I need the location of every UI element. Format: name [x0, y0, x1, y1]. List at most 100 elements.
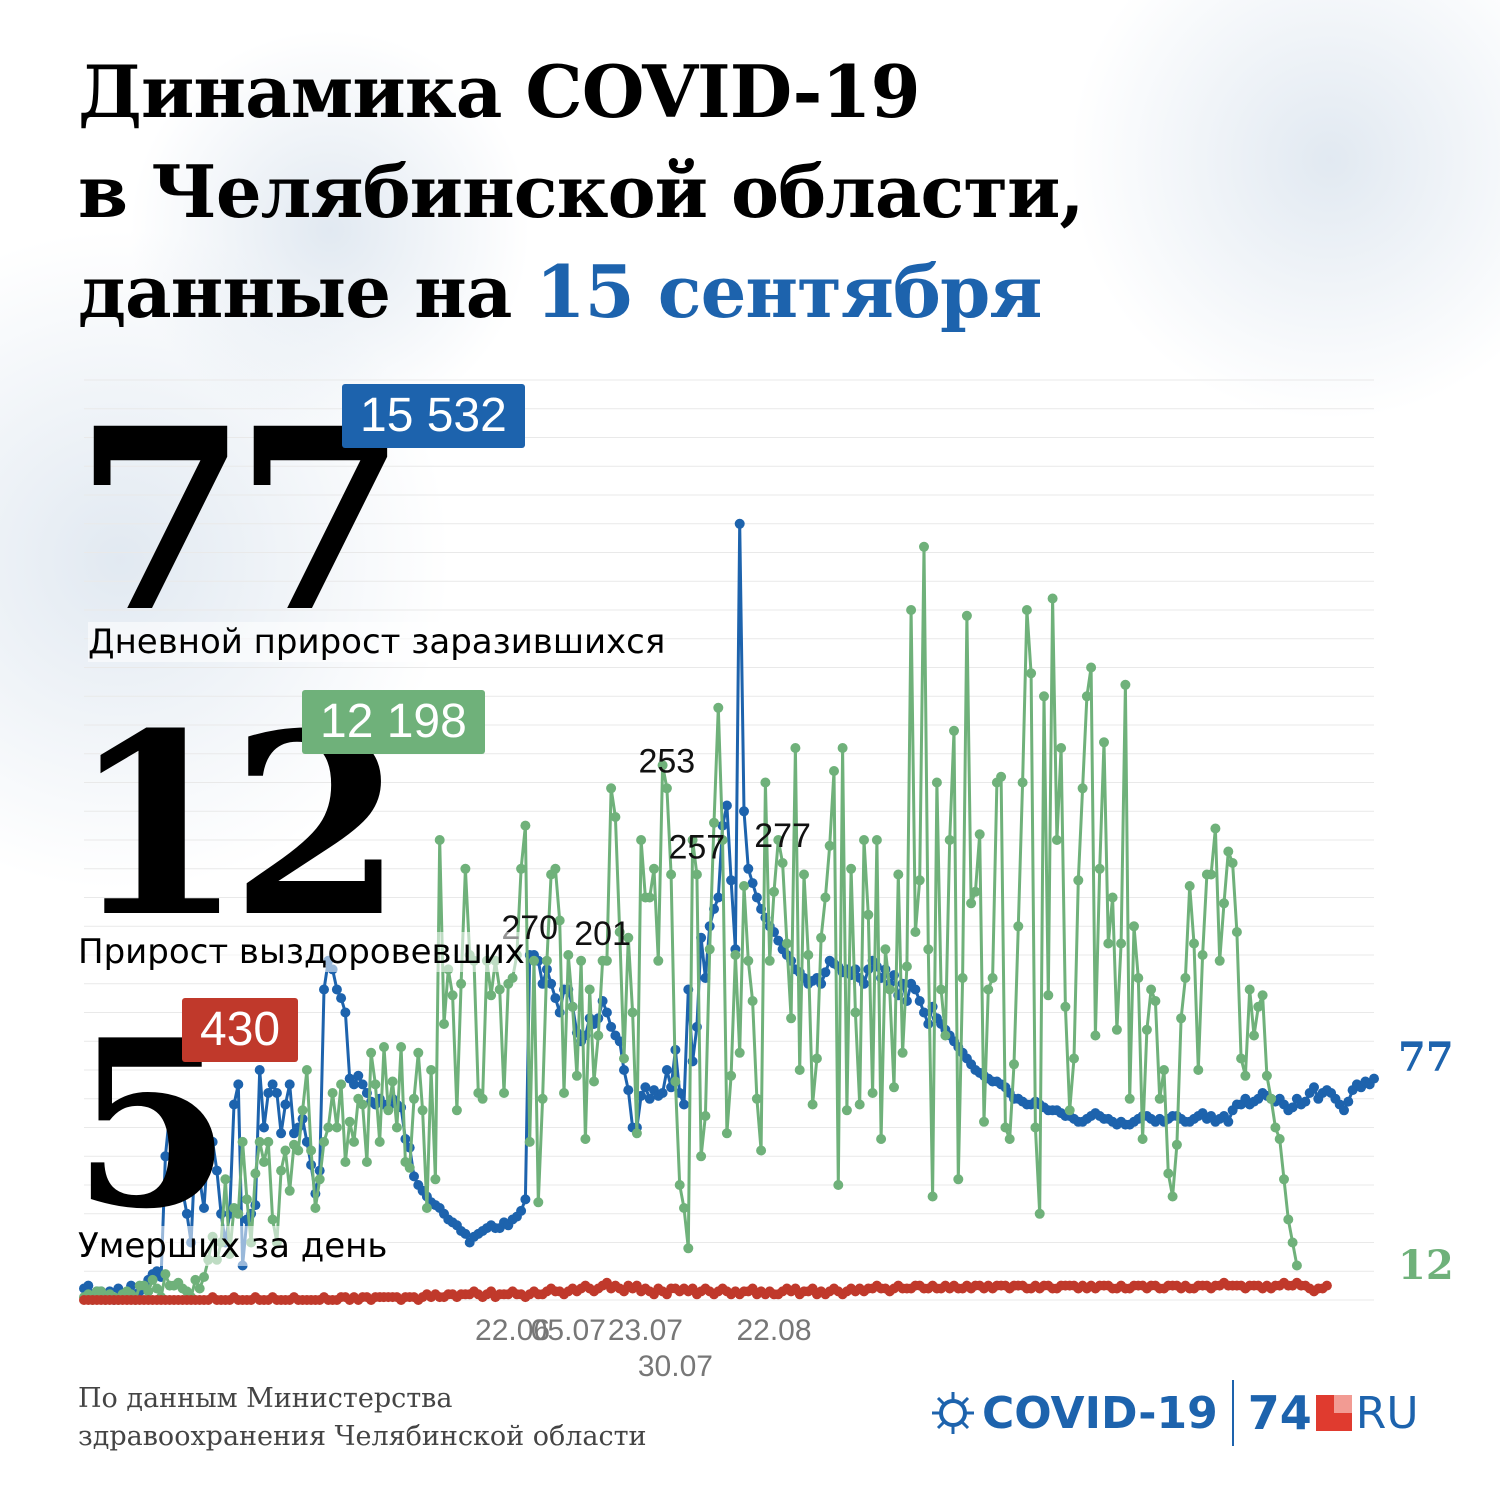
data-point-recovered: [494, 984, 505, 995]
data-point-recovered: [357, 1099, 368, 1110]
data-point-recovered: [1253, 1001, 1264, 1012]
data-point-recovered: [1120, 679, 1131, 690]
data-point-recovered: [1086, 662, 1097, 673]
data-point-recovered: [297, 1105, 308, 1116]
data-point-recovered: [1051, 835, 1062, 845]
data-point-recovered: [837, 743, 848, 753]
data-point-recovered: [687, 835, 698, 845]
data-point-recovered: [824, 840, 835, 851]
data-point-recovered: [563, 950, 574, 960]
data-point-recovered: [254, 1136, 265, 1147]
data-point-recovered: [1227, 858, 1238, 868]
data-point-recovered: [880, 944, 891, 955]
data-point-recovered: [923, 944, 934, 955]
data-point-recovered: [846, 863, 857, 874]
data-point-infected: [194, 1174, 205, 1185]
data-point-recovered: [1137, 1134, 1148, 1144]
recovered-end-label: 12: [1398, 1242, 1454, 1289]
data-point-infected: [820, 967, 831, 978]
data-point-recovered: [409, 1093, 419, 1104]
data-point-recovered: [319, 1136, 329, 1147]
data-point-recovered: [361, 1157, 372, 1167]
data-point-recovered: [340, 1157, 351, 1167]
data-point-recovered: [957, 973, 968, 983]
data-point-infected: [284, 1079, 295, 1090]
data-point-recovered: [704, 944, 715, 955]
data-point-recovered: [871, 835, 882, 845]
data-point-recovered: [683, 1243, 694, 1254]
data-point-recovered: [906, 605, 917, 615]
data-point-infected: [773, 935, 784, 946]
data-point-recovered: [1064, 1105, 1075, 1116]
data-point-recovered: [983, 984, 994, 995]
data-point-recovered: [220, 1174, 231, 1185]
data-point-recovered: [451, 1105, 462, 1116]
data-point-infected: [679, 1099, 689, 1110]
data-point-recovered: [383, 1105, 394, 1116]
data-point-infected: [751, 892, 762, 903]
data-point-recovered: [559, 1088, 569, 1098]
data-point-recovered: [1270, 1122, 1281, 1133]
data-point-recovered: [1069, 1053, 1079, 1064]
data-point-recovered: [1146, 984, 1157, 995]
data-point-infected: [919, 1007, 929, 1018]
data-point-infected: [546, 978, 557, 989]
data-point-recovered: [589, 1076, 599, 1087]
x-tick-label: 22.06: [475, 1314, 550, 1347]
data-point-infected: [1287, 1102, 1298, 1113]
data-point-infected: [739, 806, 749, 817]
data-point-recovered: [1171, 1139, 1182, 1150]
data-point-recovered: [721, 1128, 732, 1139]
data-point-recovered: [477, 1093, 488, 1104]
data-point-recovered: [1189, 938, 1199, 949]
data-point-recovered: [1013, 921, 1024, 932]
data-point-infected: [229, 1099, 239, 1110]
data-point-recovered: [391, 1122, 402, 1133]
data-point-recovered: [820, 892, 831, 903]
data-point-recovered: [1039, 691, 1049, 702]
data-point-recovered: [1150, 996, 1161, 1006]
data-point-recovered: [194, 1283, 205, 1294]
data-point-recovered: [301, 1065, 312, 1075]
data-point-infected: [190, 1142, 201, 1153]
data-point-recovered: [940, 1030, 951, 1041]
data-point-recovered: [1021, 605, 1032, 615]
recovered-label: Прирост выздоровевших: [78, 932, 525, 972]
data-point-recovered: [807, 1099, 818, 1110]
data-point-recovered: [786, 1013, 797, 1024]
data-point-recovered: [931, 777, 942, 788]
data-point-recovered: [876, 1134, 887, 1144]
data-point-infected: [169, 1134, 179, 1144]
data-point-recovered: [739, 881, 749, 891]
data-point-recovered: [661, 783, 672, 794]
data-point-infected: [713, 892, 724, 903]
data-point-recovered: [623, 932, 634, 943]
data-point-infected: [1339, 1105, 1349, 1116]
data-point-recovered: [190, 1274, 201, 1285]
data-point-infected: [319, 984, 329, 995]
data-point-recovered: [734, 1047, 745, 1058]
data-point-recovered: [396, 1042, 407, 1052]
data-point-recovered: [1081, 691, 1092, 702]
page-title: Динамика COVID-19 в Челябинской области,…: [78, 49, 1084, 334]
deaths-total-badge: 430: [182, 998, 299, 1062]
x-tick-label: 05.07: [531, 1314, 606, 1347]
series-line-recovered: [83, 545, 1299, 1302]
data-point-recovered: [829, 766, 839, 776]
data-point-recovered: [1244, 984, 1255, 995]
data-point-recovered: [276, 1165, 287, 1176]
data-point-recovered: [811, 1053, 822, 1064]
data-point-recovered: [961, 610, 972, 621]
data-point-recovered: [910, 927, 921, 937]
infected-total-badge: 15 532: [342, 384, 525, 448]
data-point-recovered: [927, 1191, 938, 1202]
data-point-recovered: [533, 1197, 544, 1208]
data-point-recovered: [1176, 1013, 1187, 1024]
data-point-recovered: [700, 1111, 711, 1121]
data-point-recovered: [1043, 990, 1054, 1001]
data-point-deaths: [1321, 1280, 1332, 1291]
data-point-recovered: [799, 869, 809, 880]
data-point-recovered: [576, 955, 587, 966]
data-point-recovered: [1017, 777, 1028, 788]
